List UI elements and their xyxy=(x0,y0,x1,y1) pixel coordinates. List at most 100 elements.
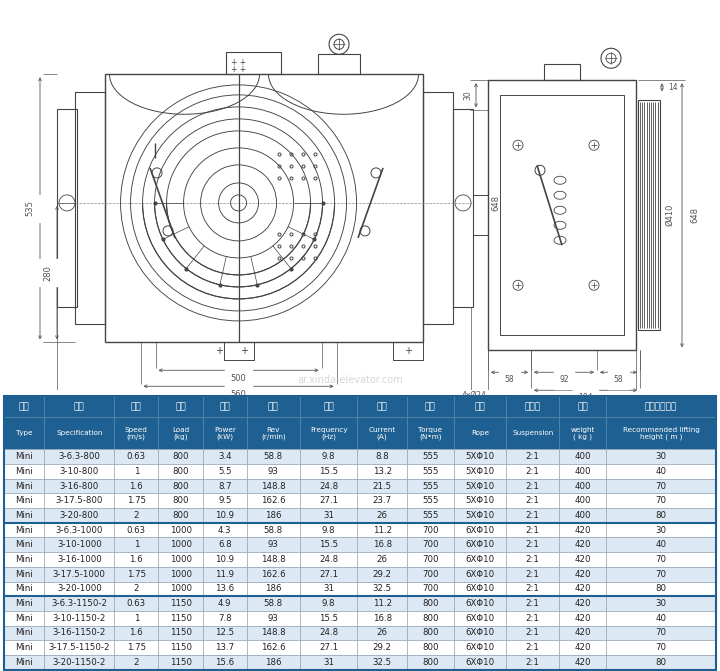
Bar xyxy=(247,417,300,450)
Text: +: + xyxy=(215,346,222,356)
Bar xyxy=(4,537,45,552)
Bar xyxy=(559,417,606,450)
Text: 11.2: 11.2 xyxy=(372,599,392,608)
Text: 6XΦ10: 6XΦ10 xyxy=(465,614,495,623)
Bar xyxy=(454,537,506,552)
Bar xyxy=(407,523,454,537)
Text: 5XΦ10: 5XΦ10 xyxy=(465,467,495,476)
Bar xyxy=(247,493,300,508)
Bar xyxy=(114,417,158,450)
Bar xyxy=(158,464,202,478)
Bar xyxy=(300,493,357,508)
Text: 5XΦ10: 5XΦ10 xyxy=(465,511,495,520)
Text: 0.63: 0.63 xyxy=(127,525,146,535)
Text: 1000: 1000 xyxy=(169,540,192,550)
Text: 800: 800 xyxy=(422,599,438,608)
Text: 800: 800 xyxy=(172,467,189,476)
Text: 12.5: 12.5 xyxy=(215,629,234,637)
Bar xyxy=(158,582,202,597)
Text: 2:1: 2:1 xyxy=(526,584,539,593)
Text: 400: 400 xyxy=(574,467,590,476)
Bar xyxy=(202,450,247,464)
Bar xyxy=(158,537,202,552)
Text: 1150: 1150 xyxy=(169,658,192,667)
Bar xyxy=(357,567,407,582)
Bar xyxy=(407,508,454,523)
Text: 800: 800 xyxy=(172,452,189,461)
Bar xyxy=(506,464,559,478)
Text: 11.2: 11.2 xyxy=(372,525,392,535)
Text: 30: 30 xyxy=(656,599,667,608)
Bar xyxy=(114,597,158,611)
Bar xyxy=(559,611,606,625)
Text: 80: 80 xyxy=(656,658,667,667)
Bar xyxy=(407,396,454,417)
Text: 3-20-1000: 3-20-1000 xyxy=(57,584,102,593)
Text: 30: 30 xyxy=(656,452,667,461)
Bar xyxy=(300,464,357,478)
Text: 186: 186 xyxy=(265,511,282,520)
Bar xyxy=(357,640,407,655)
Bar xyxy=(202,478,247,493)
Bar xyxy=(606,625,716,640)
Text: Frequency
(Hz): Frequency (Hz) xyxy=(310,427,347,440)
Bar xyxy=(454,478,506,493)
Bar xyxy=(226,52,281,74)
Text: 420: 420 xyxy=(574,658,590,667)
Bar xyxy=(223,342,253,360)
Text: 420: 420 xyxy=(574,570,590,578)
Bar xyxy=(75,93,105,324)
Text: 58.8: 58.8 xyxy=(264,525,283,535)
Bar xyxy=(454,523,506,537)
Bar xyxy=(114,450,158,464)
Bar xyxy=(202,464,247,478)
Bar xyxy=(454,450,506,464)
Bar xyxy=(454,611,506,625)
Text: Mini: Mini xyxy=(15,643,33,652)
Text: 1150: 1150 xyxy=(169,643,192,652)
Bar xyxy=(300,611,357,625)
Text: 1150: 1150 xyxy=(169,629,192,637)
Text: 2: 2 xyxy=(133,511,139,520)
Bar xyxy=(407,552,454,567)
Bar xyxy=(4,597,45,611)
Text: 3-6.3-800: 3-6.3-800 xyxy=(58,452,100,461)
Text: 1.75: 1.75 xyxy=(127,496,146,505)
Text: 3-20-800: 3-20-800 xyxy=(60,511,99,520)
Bar xyxy=(606,523,716,537)
Text: 420: 420 xyxy=(574,540,590,550)
Text: 24.8: 24.8 xyxy=(319,629,338,637)
Text: 2:1: 2:1 xyxy=(526,658,539,667)
Text: Ø410: Ø410 xyxy=(665,204,674,226)
Bar xyxy=(202,567,247,582)
Bar xyxy=(158,478,202,493)
Bar xyxy=(506,582,559,597)
Text: 16.8: 16.8 xyxy=(372,540,392,550)
Text: 648: 648 xyxy=(690,207,699,223)
Text: 5XΦ10: 5XΦ10 xyxy=(465,496,495,505)
Bar xyxy=(506,655,559,670)
Text: 27.1: 27.1 xyxy=(319,570,338,578)
Text: 15.5: 15.5 xyxy=(319,540,338,550)
Bar xyxy=(606,417,716,450)
Text: Load
(kg): Load (kg) xyxy=(172,427,189,440)
Bar xyxy=(407,464,454,478)
Text: 10.9: 10.9 xyxy=(215,511,234,520)
Bar xyxy=(454,582,506,597)
Text: 2: 2 xyxy=(133,584,139,593)
Bar xyxy=(158,640,202,655)
Bar xyxy=(4,493,45,508)
Bar xyxy=(158,523,202,537)
Bar xyxy=(158,508,202,523)
Bar xyxy=(247,478,300,493)
Bar xyxy=(300,450,357,464)
Text: + +: + + xyxy=(231,65,246,74)
Bar xyxy=(606,597,716,611)
Bar xyxy=(407,537,454,552)
Text: 830: 830 xyxy=(256,406,272,415)
Bar xyxy=(4,523,45,537)
Bar xyxy=(506,450,559,464)
Bar xyxy=(202,417,247,450)
Bar xyxy=(606,493,716,508)
Bar xyxy=(454,625,506,640)
